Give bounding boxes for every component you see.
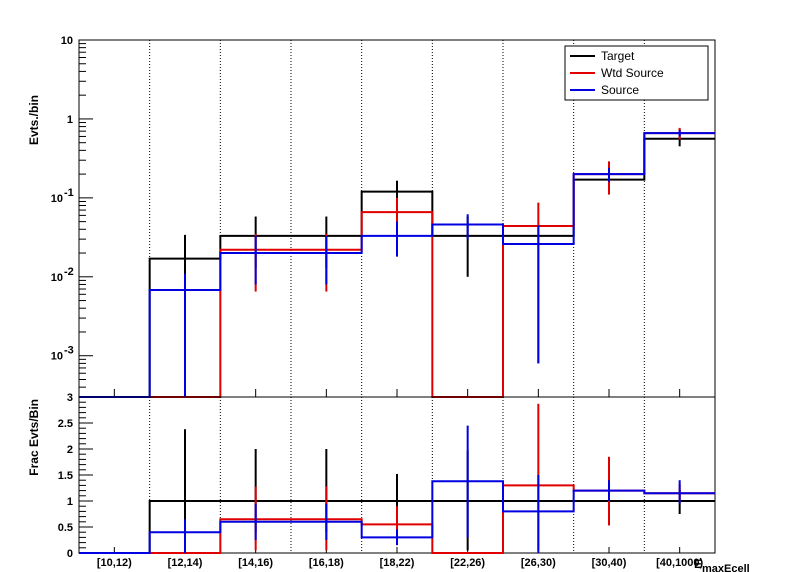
x-tick-label: [12,14) xyxy=(168,557,203,569)
top-y-axis-title: Evts./bin xyxy=(27,95,41,145)
legend-label: Target xyxy=(601,49,635,63)
x-tick-label: [22,26) xyxy=(450,557,485,569)
x-tick-label: [14,16) xyxy=(238,557,273,569)
x-tick-label: [18,22) xyxy=(380,557,415,569)
x-tick-label: [26,30) xyxy=(521,557,556,569)
top-y-tick-label: 10 xyxy=(51,193,63,205)
bottom-y-tick-label: 3 xyxy=(67,392,73,404)
top-y-tick-label: 10 xyxy=(61,35,73,47)
x-axis-title: E xyxy=(694,557,702,571)
bottom-y-tick-label: 0 xyxy=(67,548,73,560)
top-y-tick-exponent: -1 xyxy=(64,187,74,199)
x-tick-label: [16,18) xyxy=(309,557,344,569)
top-y-tick-label: 10 xyxy=(51,351,63,363)
bottom-y-tick-label: 1 xyxy=(67,496,73,508)
x-axis-title-subscript: maxEcell xyxy=(702,563,750,572)
legend: Target Wtd Source Source xyxy=(564,45,709,101)
x-tick-label: [40,1000) xyxy=(656,557,703,569)
top-y-tick-exponent: -2 xyxy=(64,266,74,278)
top-wtd-source-histogram xyxy=(79,132,715,398)
top-y-tick-label: 10 xyxy=(51,272,63,284)
legend-label: Source xyxy=(601,83,639,97)
x-tick-label: [30,40) xyxy=(592,557,627,569)
bottom-y-tick-label: 2.5 xyxy=(58,418,73,430)
bottom-y-axis-title: Frac Evts/Bin xyxy=(27,399,41,476)
bottom-panel: 0 0.5 1 1.5 2 2.5 3 Frac Evts/Bin [10,12) [12,14)… xyxy=(27,392,750,572)
top-y-tick-exponent: -3 xyxy=(64,345,74,357)
bottom-source-histogram xyxy=(79,480,715,554)
legend-label: Wtd Source xyxy=(601,66,664,80)
top-y-tick-label: 1 xyxy=(67,114,73,126)
bottom-y-tick-label: 0.5 xyxy=(58,522,73,534)
x-tick-label: [10,12) xyxy=(97,557,132,569)
top-target-histogram xyxy=(79,137,715,398)
bottom-y-tick-label: 2 xyxy=(67,444,73,456)
bottom-y-tick-label: 1.5 xyxy=(58,470,73,482)
top-source-histogram xyxy=(79,132,715,398)
bottom-target-histogram xyxy=(79,500,715,554)
